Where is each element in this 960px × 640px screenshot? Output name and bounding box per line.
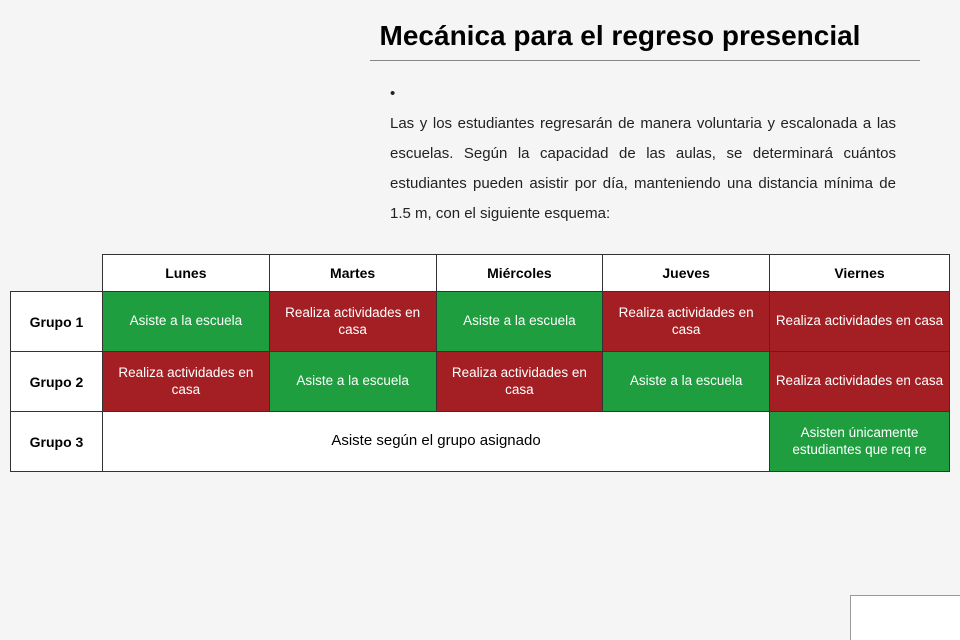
- table-row: Grupo 3 Asiste según el grupo asignado A…: [11, 412, 950, 472]
- row-label-1: Grupo 1: [11, 292, 103, 352]
- col-lunes: Lunes: [103, 255, 270, 292]
- cell-g1-mie: Asiste a la escuela: [436, 292, 603, 352]
- intro-text: Las y los estudiantes regresarán de mane…: [390, 109, 896, 229]
- bullet-icon: •: [390, 79, 410, 109]
- cell-g2-mar: Asiste a la escuela: [269, 352, 436, 412]
- video-pip-overlay: [850, 595, 960, 640]
- cell-g2-mie: Realiza actividades en casa: [436, 352, 603, 412]
- cell-g2-vie: Realiza actividades en casa: [770, 352, 950, 412]
- row-label-3: Grupo 3: [11, 412, 103, 472]
- title-underline: [370, 60, 920, 61]
- col-jueves: Jueves: [603, 255, 770, 292]
- slide-container: Mecánica para el regreso presencial • La…: [10, 20, 950, 472]
- cell-g3-merged: Asiste según el grupo asignado: [103, 412, 770, 472]
- page-title: Mecánica para el regreso presencial: [10, 20, 950, 52]
- col-martes: Martes: [269, 255, 436, 292]
- row-label-2: Grupo 2: [11, 352, 103, 412]
- cell-g3-vie: Asisten únicamente estudiantes que req r…: [770, 412, 950, 472]
- cell-g1-vie: Realiza actividades en casa: [770, 292, 950, 352]
- corner-cell: [11, 255, 103, 292]
- table-header-row: Lunes Martes Miércoles Jueves Viernes: [11, 255, 950, 292]
- cell-g2-lun: Realiza actividades en casa: [103, 352, 270, 412]
- intro-paragraph: • Las y los estudiantes regresarán de ma…: [390, 79, 920, 229]
- table-row: Grupo 2 Realiza actividades en casa Asis…: [11, 352, 950, 412]
- cell-g1-jue: Realiza actividades en casa: [603, 292, 770, 352]
- col-viernes: Viernes: [770, 255, 950, 292]
- cell-g1-mar: Realiza actividades en casa: [269, 292, 436, 352]
- schedule-table: Lunes Martes Miércoles Jueves Viernes Gr…: [10, 254, 950, 472]
- cell-g2-jue: Asiste a la escuela: [603, 352, 770, 412]
- cell-g1-lun: Asiste a la escuela: [103, 292, 270, 352]
- col-miercoles: Miércoles: [436, 255, 603, 292]
- table-row: Grupo 1 Asiste a la escuela Realiza acti…: [11, 292, 950, 352]
